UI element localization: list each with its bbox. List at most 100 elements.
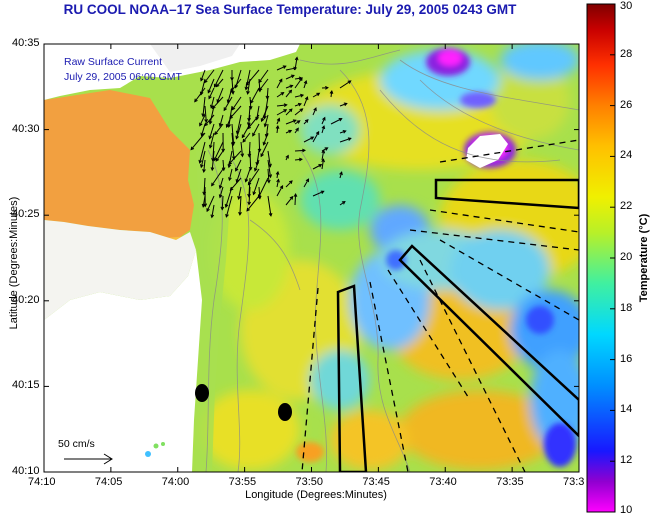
current-vector xyxy=(242,132,251,143)
current-vector xyxy=(263,132,269,145)
current-vector-head xyxy=(240,153,245,158)
current-vector-head xyxy=(283,103,288,108)
current-vector xyxy=(321,117,326,125)
current-vector-head xyxy=(241,134,246,139)
current-vector-head xyxy=(215,83,220,88)
current-vector-head xyxy=(210,167,215,172)
current-vector xyxy=(285,89,292,98)
x-tick-label: 73:3 xyxy=(563,476,585,488)
current-vector xyxy=(209,132,215,148)
current-vector-head xyxy=(208,144,213,149)
current-vector xyxy=(258,177,269,198)
legend-current-time: July 29, 2005 06:00 GMT xyxy=(64,71,182,83)
current-vector-head xyxy=(288,89,293,94)
current-vector xyxy=(248,141,251,157)
y-tick-label: 40:30 xyxy=(12,122,40,135)
current-vector xyxy=(236,114,242,134)
current-vector-head xyxy=(213,157,217,162)
current-vector-head xyxy=(208,135,213,140)
current-vector-head xyxy=(260,118,265,123)
y-tick-label: 40:25 xyxy=(12,208,40,221)
current-vector-head xyxy=(280,91,285,96)
current-vector xyxy=(216,78,224,87)
current-vector-head xyxy=(266,179,271,184)
current-vector-head xyxy=(244,86,249,91)
current-vector xyxy=(240,141,243,157)
current-vector-head xyxy=(276,178,280,183)
x-tick-label: 74:00 xyxy=(161,476,190,488)
current-vector xyxy=(219,186,224,198)
current-vector-head xyxy=(235,167,239,172)
current-vector xyxy=(276,109,287,116)
current-vector xyxy=(256,150,260,165)
x-tick-label: 74:10 xyxy=(28,476,56,488)
current-vector-head xyxy=(220,206,225,211)
current-vector-head xyxy=(200,77,204,82)
current-vector-head xyxy=(329,90,334,95)
colorbar-tick-label: 26 xyxy=(620,98,633,111)
current-vector xyxy=(247,114,251,126)
current-vector xyxy=(202,195,206,207)
colorbar-tick-label: 22 xyxy=(620,200,633,213)
current-vector-head xyxy=(322,116,326,121)
current-vector-head xyxy=(210,214,215,219)
current-vector-head xyxy=(204,122,208,127)
current-vector xyxy=(231,141,235,160)
current-vector-head xyxy=(320,190,325,195)
current-vector xyxy=(294,194,297,206)
current-vector-head xyxy=(201,203,206,208)
current-vector xyxy=(285,74,295,80)
current-vector xyxy=(214,69,224,88)
current-vectors xyxy=(190,56,352,219)
current-vector xyxy=(339,137,351,143)
current-vector xyxy=(228,168,233,181)
current-vector xyxy=(303,96,308,107)
current-vector xyxy=(239,195,242,215)
current-vector-head xyxy=(299,77,303,82)
current-vector-head xyxy=(285,154,289,159)
x-tick-label: 73:50 xyxy=(295,476,324,488)
current-vector-head xyxy=(227,123,231,128)
current-vector xyxy=(294,77,303,89)
current-vector xyxy=(223,96,233,111)
current-vector xyxy=(246,195,260,212)
x-tick-label: 74:05 xyxy=(94,476,123,488)
current-vector-head xyxy=(342,130,347,134)
current-vector xyxy=(263,96,269,119)
colorbar-tick-label: 20 xyxy=(620,251,633,263)
current-vector-head xyxy=(199,164,204,169)
current-vector-head xyxy=(263,123,268,128)
current-vector-head xyxy=(221,167,226,172)
current-vector-head xyxy=(190,146,195,151)
current-vector xyxy=(194,87,206,102)
y-tick-label: 40:15 xyxy=(12,379,40,392)
current-vector xyxy=(276,179,280,188)
current-vector-head xyxy=(305,178,310,183)
current-vector xyxy=(199,114,206,126)
current-vector xyxy=(294,149,305,152)
current-vector-head xyxy=(238,211,242,216)
colorbar-tick-label: 14 xyxy=(620,403,633,416)
current-vector xyxy=(221,195,224,210)
colorbar-tick-label: 24 xyxy=(620,149,633,162)
current-vector-head xyxy=(315,130,320,135)
current-vector xyxy=(204,105,207,122)
current-vector-head xyxy=(268,212,273,217)
current-vector-head xyxy=(293,193,298,197)
buoy-marker xyxy=(195,384,209,402)
current-vector xyxy=(250,87,260,104)
current-vector xyxy=(248,186,251,205)
current-vector-head xyxy=(347,80,352,84)
current-vector xyxy=(209,105,215,124)
current-vector xyxy=(339,103,347,107)
solid-boundaries xyxy=(336,178,579,472)
current-vector-head xyxy=(288,129,293,134)
current-vector xyxy=(276,104,287,107)
current-vector xyxy=(312,164,322,170)
current-vector-head xyxy=(237,195,241,200)
current-vector xyxy=(276,92,284,98)
sst-field xyxy=(44,44,579,472)
current-vector xyxy=(252,123,260,137)
current-vector xyxy=(245,69,251,90)
